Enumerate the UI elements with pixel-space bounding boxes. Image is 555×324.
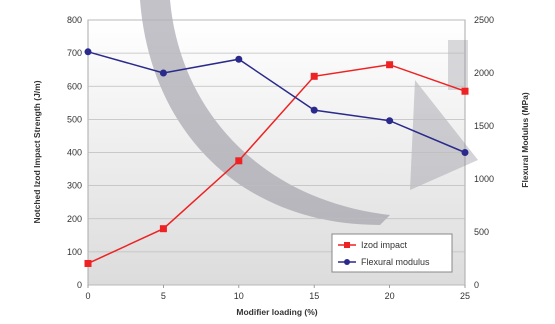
y-axis-left-title: Notched Izod Impact Strength (J/m): [32, 80, 42, 223]
watermark-graphic: [140, 0, 478, 225]
data-point-izod-impact: [461, 87, 469, 95]
data-point-izod-impact: [386, 61, 394, 69]
x-tick-label: 10: [234, 291, 244, 301]
data-point-izod-impact: [310, 72, 318, 80]
x-tick-label: 20: [385, 291, 395, 301]
y-left-tick-label: 600: [67, 81, 82, 91]
y-right-tick-label: 1500: [474, 121, 494, 131]
y-left-tick-label: 100: [67, 247, 82, 257]
x-tick-label: 0: [85, 291, 90, 301]
y-axis-right-title: Flexural Modulus (MPa): [520, 92, 530, 188]
legend-box: [331, 233, 453, 273]
y-right-tick-label: 1000: [474, 174, 494, 184]
x-tick-label: 25: [460, 291, 470, 301]
data-point-izod-impact: [159, 225, 167, 233]
y-left-tick-label: 800: [67, 15, 82, 25]
data-point-flexural-modulus: [461, 149, 469, 156]
series-line-flexural-modulus: [87, 51, 466, 154]
x-axis-title: Modifier loading (%): [236, 307, 317, 317]
x-tick-label: 5: [161, 291, 166, 301]
data-point-flexural-modulus: [310, 106, 318, 114]
legend-label-izod-impact: Izod impact: [361, 240, 408, 250]
y-right-tick-label: 500: [474, 227, 489, 237]
x-tick-label: 15: [309, 291, 319, 301]
data-point-flexural-modulus: [159, 69, 167, 77]
y-left-tick-label: 200: [67, 214, 82, 224]
y-left-tick-label: 400: [67, 148, 82, 158]
y-right-tick-label: 0: [474, 280, 479, 290]
y-left-tick-label: 500: [67, 114, 82, 124]
series-line-izod-impact: [87, 63, 466, 265]
y-left-tick-label: 300: [67, 181, 82, 191]
data-point-flexural-modulus: [84, 48, 92, 56]
data-point-izod-impact: [235, 157, 243, 165]
series-layer: [84, 48, 469, 267]
data-point-flexural-modulus: [235, 55, 243, 63]
y-left-tick-label: 700: [67, 48, 82, 58]
legend-label-flexural-modulus: Flexural modulus: [361, 257, 430, 267]
y-right-tick-label: 2000: [474, 68, 494, 78]
axes-layer: 0100200300400500600700800050010001500200…: [67, 15, 494, 301]
y-right-tick-label: 2500: [474, 15, 494, 25]
legend-marker-flexural-modulus: [344, 259, 350, 265]
legend: Izod impact Flexural modulus: [331, 233, 453, 273]
data-point-flexural-modulus: [386, 117, 394, 125]
y-left-tick-label: 0: [77, 280, 82, 290]
data-point-izod-impact: [84, 259, 92, 267]
legend-marker-izod-impact: [344, 242, 350, 248]
